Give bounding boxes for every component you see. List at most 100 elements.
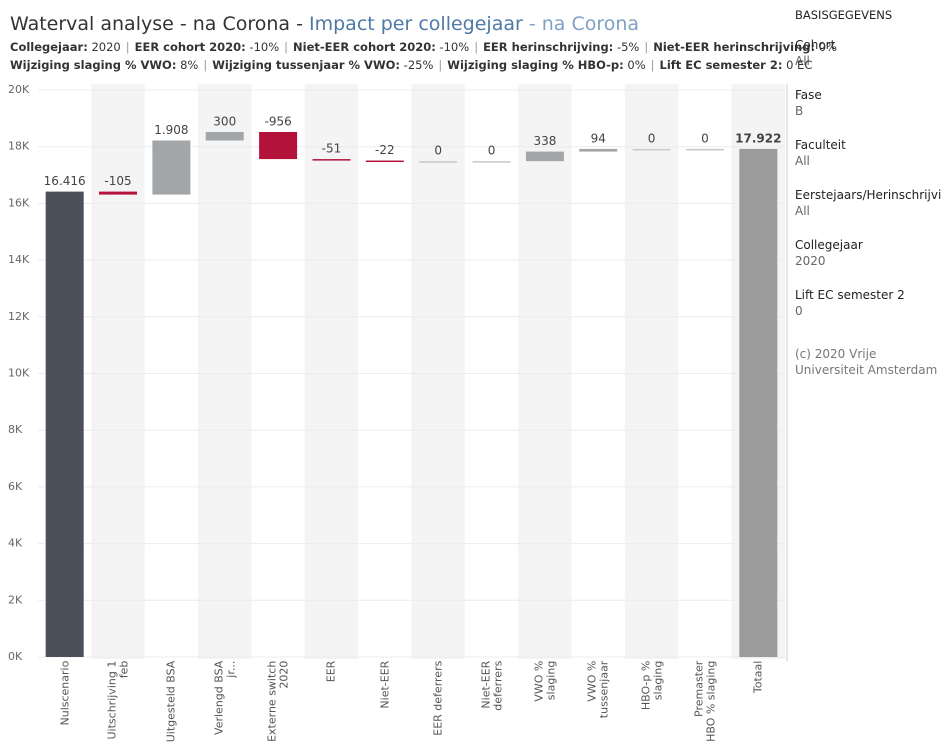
x-tick-label: VWO % tussenjaar [585, 660, 611, 719]
bar [419, 161, 458, 163]
y-tick-label: 4K [8, 537, 23, 550]
bar [99, 191, 138, 195]
x-tick-label: Totaal [751, 660, 765, 694]
x-tick-label: Uitschrijving 1 feb [105, 660, 131, 740]
value-label: -956 [264, 114, 291, 128]
column-band [198, 84, 252, 659]
x-tick-label: Uitgesteld BSA [164, 660, 178, 743]
bar [632, 148, 671, 151]
value-label: -105 [104, 174, 131, 188]
bar [312, 159, 351, 161]
x-tick-label: EER [324, 660, 338, 683]
subtitle-line: Wijziging slaging % VWO: 8% | Wijziging tu… [10, 58, 812, 72]
copyright: (c) 2020 Vrije Universiteit Amsterdam [795, 347, 938, 377]
y-tick-label: 8K [8, 423, 23, 436]
filter-label: Collegejaar: [10, 40, 88, 54]
x-tick-label: EER deferrers [431, 660, 445, 737]
filter-label: EER cohort 2020: [134, 40, 246, 54]
column-band [411, 84, 465, 659]
value-label: -22 [375, 143, 395, 157]
y-tick-label: 10K [8, 367, 30, 380]
value-label: 0 [434, 144, 442, 158]
x-tick-label: Nulscenario [57, 660, 71, 726]
bar [205, 131, 244, 141]
bar [472, 161, 511, 163]
bar [525, 151, 564, 162]
title-part: - na Corona [522, 13, 640, 35]
title-part: Waterval analyse - na Corona - [10, 13, 309, 35]
x-tick-label: Externe switch 2020 [265, 660, 291, 743]
x-tick-label: HBO-p % slaging [638, 660, 664, 711]
bar [365, 160, 404, 163]
y-tick-label: 12K [8, 310, 30, 323]
filter-value: All [795, 54, 810, 68]
filter-value: -5% [616, 40, 640, 54]
sidebar-heading: BASISGEGEVENS [795, 8, 893, 22]
separator: | [203, 58, 208, 72]
value-label: 16.416 [44, 174, 86, 188]
value-label: 0 [701, 131, 709, 145]
value-label: 17.922 [735, 131, 781, 145]
bar [45, 191, 84, 658]
separator: | [650, 58, 655, 72]
filter-value: 0 EC [786, 58, 813, 72]
title: Waterval analyse - na Corona - Impact pe… [10, 13, 639, 35]
column-band [624, 84, 679, 659]
filter-value: All [795, 154, 810, 168]
y-tick-label: 2K [8, 593, 23, 606]
filter-value: All [795, 204, 810, 218]
bar [259, 131, 298, 160]
column-band [91, 84, 145, 659]
separator: | [474, 40, 479, 54]
filter-label: Collegejaar [795, 238, 863, 252]
value-label: 338 [533, 134, 556, 148]
title-part: Impact per collegejaar [309, 13, 523, 35]
x-tick-label: Niet-EER [377, 660, 391, 709]
subtitle-line: Collegejaar: 2020 | EER cohort 2020: -10% |… [10, 40, 837, 54]
filter-label: Cohort [795, 38, 836, 52]
separator: | [644, 40, 649, 54]
filter-label: Wijziging slaging % HBO-p: [447, 58, 624, 72]
y-tick-label: 16K [8, 196, 30, 209]
y-tick-label: 18K [8, 140, 30, 153]
y-tick-label: 6K [8, 480, 23, 493]
y-tick-label: 14K [8, 253, 30, 266]
value-label: -51 [322, 142, 342, 156]
filter-value: -10% [249, 40, 280, 54]
filter-label: Eerstejaars/Herinschrijvin. [795, 188, 941, 202]
value-label: 1.908 [154, 123, 188, 137]
filter-label: EER herinschrijving: [483, 40, 614, 54]
bar [152, 140, 191, 195]
filter-value: 0 [795, 304, 803, 318]
y-tick-label: 20K [8, 83, 30, 96]
filter-label: Lift EC semester 2 [795, 288, 905, 302]
x-tick-label: Verlengd BSA jr... [211, 660, 237, 736]
separator: | [125, 40, 130, 54]
y-tick-label: 0K [8, 650, 23, 663]
value-label: 300 [213, 114, 236, 128]
filter-value: 2020 [795, 254, 826, 268]
filter-value: B [795, 104, 804, 118]
filter-value: 8% [180, 58, 199, 72]
filter-value: -10% [439, 40, 470, 54]
filter-label: Fase [795, 88, 822, 102]
filter-value: 2020 [91, 40, 121, 54]
column-band [518, 84, 572, 659]
column-band [304, 84, 359, 659]
filter-value: 0% [627, 58, 646, 72]
filter-label: Niet-EER herinschrijving: [653, 40, 816, 54]
value-label: 94 [591, 131, 606, 145]
filter-label: Niet-EER cohort 2020: [293, 40, 436, 54]
x-tick-label: Niet-EER deferrers [478, 660, 504, 712]
filter-value: -25% [403, 58, 434, 72]
separator: | [438, 58, 443, 72]
value-label: 0 [488, 144, 496, 158]
separator: | [284, 40, 289, 54]
filter-value: 0% [818, 40, 837, 54]
filter-label: Faculteit [795, 138, 846, 152]
x-tick-label: VWO % slaging [531, 660, 557, 702]
bar [739, 148, 778, 657]
value-label: 0 [648, 131, 656, 145]
